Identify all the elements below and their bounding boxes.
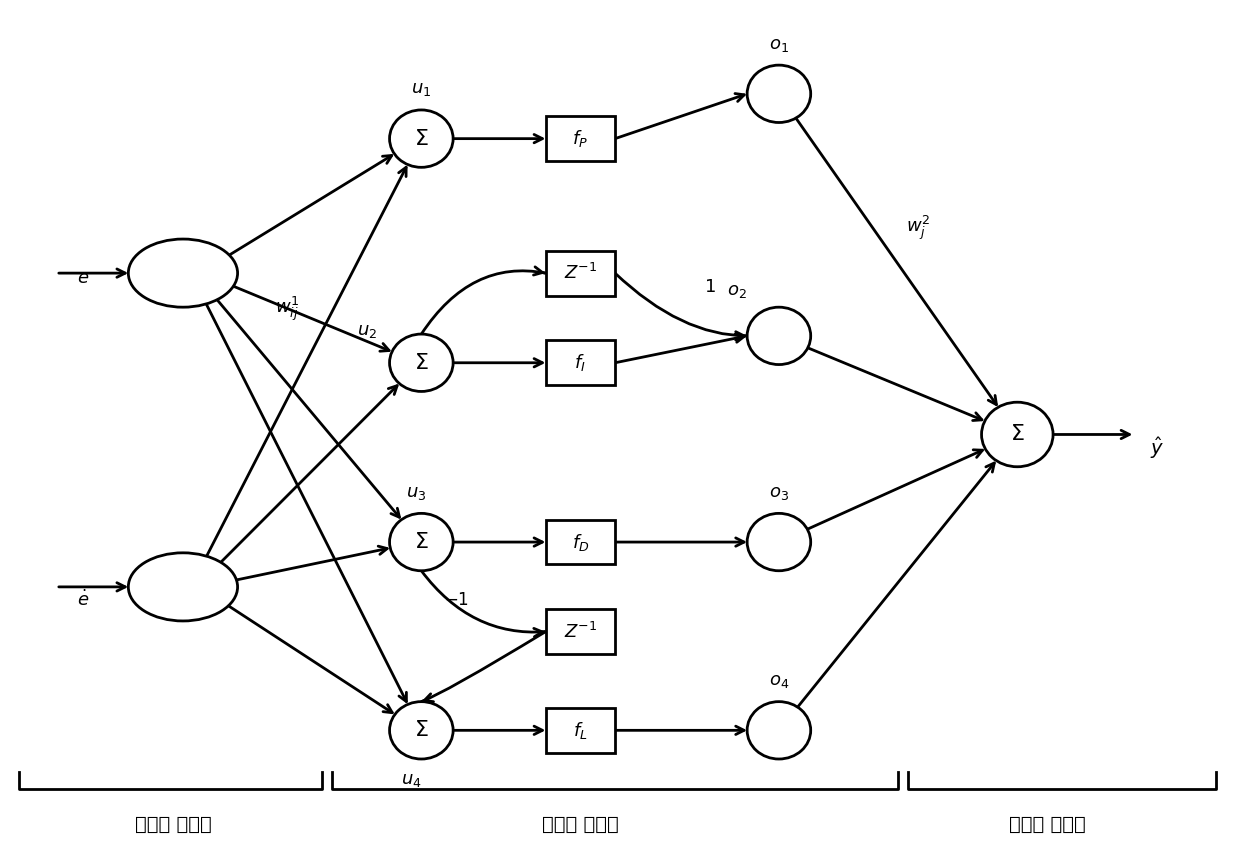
Text: $w_j^2$: $w_j^2$: [906, 214, 930, 243]
Text: $u_2$: $u_2$: [357, 322, 377, 341]
Text: $\hat{y}$: $\hat{y}$: [1150, 435, 1165, 461]
Text: $u_1$: $u_1$: [411, 80, 431, 98]
Text: $o_3$: $o_3$: [769, 484, 789, 501]
FancyBboxPatch shape: [545, 251, 615, 296]
Text: $1$: $1$: [704, 278, 715, 296]
FancyBboxPatch shape: [545, 116, 615, 161]
Text: 第一层 输入层: 第一层 输入层: [135, 815, 212, 834]
Text: $f_L$: $f_L$: [572, 720, 587, 740]
Circle shape: [389, 513, 453, 571]
Ellipse shape: [129, 239, 238, 307]
Text: $\Sigma$: $\Sigma$: [414, 353, 429, 372]
Circle shape: [747, 65, 810, 122]
Circle shape: [747, 702, 810, 759]
Ellipse shape: [129, 553, 238, 621]
Circle shape: [981, 402, 1053, 467]
Text: $\Sigma$: $\Sigma$: [1010, 425, 1025, 445]
Text: $o_4$: $o_4$: [768, 672, 789, 690]
Text: $\dot{e}$: $\dot{e}$: [78, 590, 89, 611]
Text: $Z^{-1}$: $Z^{-1}$: [564, 622, 597, 642]
FancyBboxPatch shape: [545, 341, 615, 385]
Text: $\Sigma$: $\Sigma$: [414, 532, 429, 552]
Text: $u_3$: $u_3$: [406, 484, 426, 501]
Text: $\Sigma$: $\Sigma$: [414, 721, 429, 740]
FancyBboxPatch shape: [545, 708, 615, 752]
Text: 第三层 输出层: 第三层 输出层: [1009, 815, 1085, 834]
Text: $w_{ij}^1$: $w_{ij}^1$: [275, 295, 300, 323]
Text: $Z^{-1}$: $Z^{-1}$: [564, 263, 597, 283]
Text: $o_1$: $o_1$: [769, 35, 789, 53]
Text: 第二层 隐含层: 第二层 隐含层: [541, 815, 618, 834]
Circle shape: [389, 110, 453, 168]
Text: $o_2$: $o_2$: [727, 282, 747, 300]
Text: $u_4$: $u_4$: [401, 771, 421, 789]
Circle shape: [389, 334, 453, 391]
Text: $e$: $e$: [78, 268, 89, 286]
Text: $f_P$: $f_P$: [572, 128, 589, 149]
Text: $f_I$: $f_I$: [575, 353, 586, 373]
Text: $f_D$: $f_D$: [571, 531, 589, 553]
Circle shape: [747, 307, 810, 365]
Text: $\Sigma$: $\Sigma$: [414, 129, 429, 149]
Circle shape: [389, 702, 453, 759]
FancyBboxPatch shape: [545, 519, 615, 564]
Circle shape: [747, 513, 810, 571]
Text: $-1$: $-1$: [444, 592, 468, 610]
FancyBboxPatch shape: [545, 609, 615, 654]
